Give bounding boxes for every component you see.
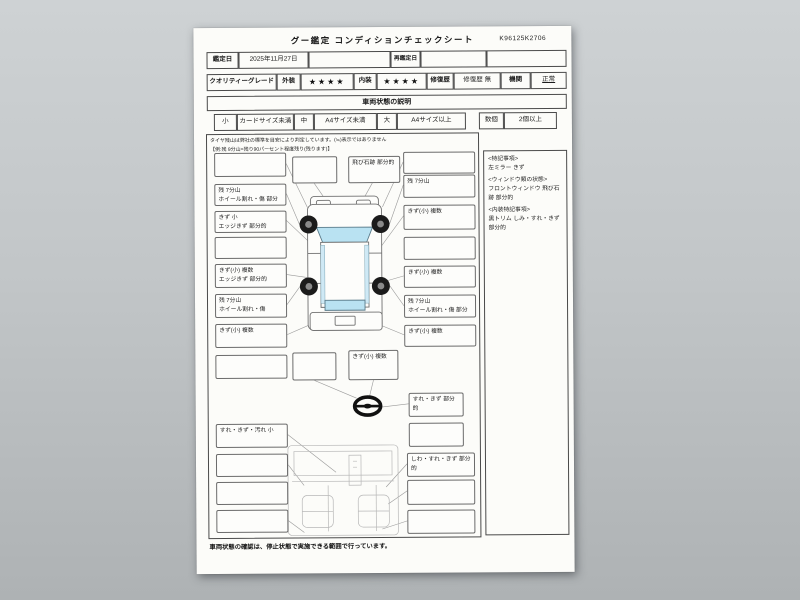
- size-large-label: 大: [376, 112, 397, 131]
- header-empty-cell-2: [486, 49, 567, 68]
- annotation-box-empty: [214, 152, 287, 178]
- annotation-box-empty: [292, 156, 338, 184]
- annotation-box-empty: [408, 422, 464, 447]
- annotation-left-rear-edge: きず(小) 複数 エッジきず 部分的: [214, 263, 287, 289]
- repair-history-label: 修復歴: [426, 72, 454, 90]
- annotation-interior-left-wear: すれ・きず・汚れ 小: [215, 423, 288, 449]
- header-empty-cell-1: [308, 50, 391, 69]
- special-notes-body: 左ミラー きず: [488, 164, 525, 172]
- engine-value: 正常: [530, 71, 567, 90]
- car-top-view: [307, 195, 383, 331]
- quality-grade-label: クオリティーグレード: [206, 73, 277, 92]
- annotation-rear-left-tire: 残 7分山 ホイール割れ・傷: [214, 293, 288, 319]
- exterior-label: 外装: [276, 73, 301, 91]
- count-label: 数個: [478, 112, 504, 130]
- size-small-label: 小: [213, 113, 237, 132]
- sheet-code: K96125K2706: [499, 35, 547, 43]
- appraisal-date-label: 鑑定日: [206, 51, 239, 70]
- size-medium-label: 中: [293, 113, 314, 131]
- footer-note: 車両状態の確認は、停止状態で実施できる範囲で行っています。: [209, 542, 392, 552]
- annotation-box-empty: [215, 453, 289, 478]
- interior-sketch: [287, 444, 399, 536]
- annotation-box-empty: [407, 479, 476, 505]
- engine-label: 機関: [500, 72, 531, 90]
- annotation-box-empty: [215, 354, 288, 380]
- annotation-box-empty: [292, 352, 337, 381]
- repair-history-value: 修復歴 無: [453, 72, 501, 90]
- steering-wheel-icon: [352, 395, 383, 417]
- vehicle-diagram: [285, 161, 409, 536]
- notes-panel: <特記事項> 左ミラー きず <ウィンドウ類の状態> フロントウィンドウ 飛び石…: [483, 149, 570, 536]
- size-large-desc: A4サイズ以上: [396, 112, 466, 130]
- interior-star-rating: ★★★★: [376, 72, 427, 91]
- annotation-front-glass: 飛び石跡 部分的: [348, 155, 401, 184]
- annotation-box-empty: [403, 236, 476, 260]
- annotation-box-empty: [214, 236, 287, 260]
- interior-label: 内装: [353, 73, 377, 91]
- annotation-right-center-scratch: きず(小) 複数: [403, 265, 476, 288]
- annotation-front-right-tire: 残 7分山: [403, 174, 476, 198]
- annotation-rear-gate: きず(小) 複数: [348, 349, 399, 381]
- reappraisal-date-value: [420, 50, 487, 68]
- annotation-right-rear-panel: きず(小) 複数: [404, 324, 477, 347]
- condition-check-sheet-page: グー鑑定 コンディションチェックシート K96125K2706 鑑定日 2025…: [193, 25, 575, 575]
- annotation-box-empty: [216, 481, 289, 506]
- annotation-box-empty: [403, 151, 476, 174]
- annotation-steering-wear: すれ・きず 部分的: [408, 392, 464, 417]
- annotation-right-front-scratch: きず(小) 複数: [403, 204, 476, 230]
- annotation-rear-right-tire: 残 7分山 ホイール割れ・傷 部分的: [403, 294, 477, 318]
- size-medium-desc: A4サイズ未満: [313, 113, 377, 131]
- count-desc: 2個以上: [503, 111, 557, 130]
- interior-notes-body: 黒トリム しみ・すれ・きず 部分的: [488, 216, 560, 232]
- appraisal-date-value: 2025年11月27日: [238, 51, 309, 69]
- size-small-desc: カードサイズ未満: [236, 113, 294, 131]
- exterior-star-rating: ★★★★: [300, 73, 354, 91]
- wheel-icons: [299, 215, 390, 296]
- window-notes-body: フロントウィンドウ 飛び石跡 部分的: [488, 185, 560, 202]
- annotation-interior-trim-wear: しわ・すれ・きず 部分的: [406, 452, 476, 477]
- annotation-left-front-edge: きず 小 エッジきず 部分的: [214, 210, 287, 234]
- annotation-box-empty: [407, 509, 476, 534]
- annotation-box-empty: [216, 509, 289, 534]
- annotation-left-rear-panel: きず(小) 複数: [215, 323, 288, 349]
- annotation-front-left-tire: 残 7分山 ホイール割れ・傷 部分的: [214, 183, 287, 207]
- section-title: 車両状態の説明: [206, 93, 567, 112]
- reappraisal-date-label: 再鑑定日: [390, 50, 421, 68]
